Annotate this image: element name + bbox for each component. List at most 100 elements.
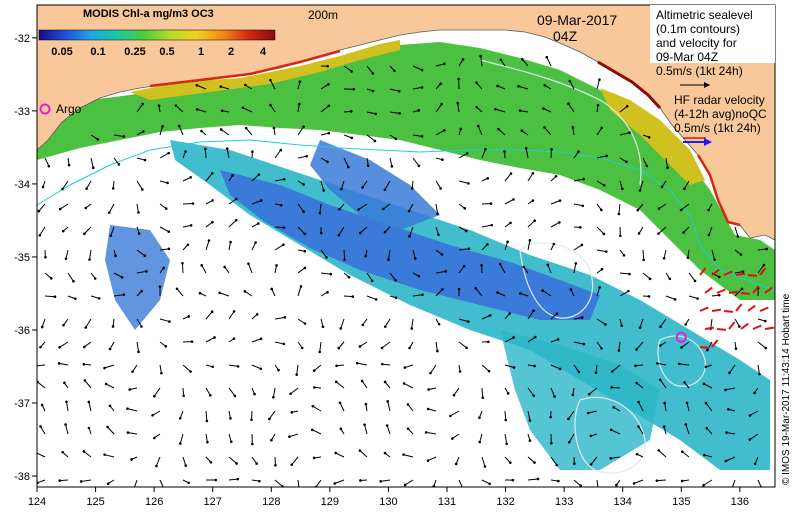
velocity-arrowhead (279, 148, 283, 152)
velocity-arrowhead (87, 426, 91, 430)
velocity-arrow (108, 203, 115, 213)
velocity-arrowhead (380, 346, 384, 350)
velocity-arrow (343, 134, 352, 139)
x-axis: 124 125 126 127 128 129 130 131 132 133 134 135 136 (28, 487, 749, 508)
velocity-arrow (109, 341, 115, 350)
velocity-arrow (319, 341, 322, 352)
velocity-arrowhead (209, 460, 213, 464)
velocity-arrow (480, 56, 483, 67)
velocity-arrowhead (577, 150, 580, 153)
velocity-arrowhead (421, 293, 424, 297)
hf-radar-arrow (699, 346, 710, 349)
velocity-arrowhead (480, 263, 483, 267)
velocity-arrowhead (681, 450, 684, 454)
velocity-arrowhead (229, 417, 232, 420)
velocity-arrowhead (618, 234, 622, 238)
velocity-arrow (497, 292, 506, 297)
velocity-arrowhead (305, 154, 308, 158)
velocity-arrowhead (282, 226, 286, 229)
velocity-arrowhead (283, 316, 287, 319)
velocity-arrowhead (343, 258, 346, 261)
velocity-arrow (127, 432, 138, 435)
velocity-arrow (481, 224, 492, 228)
hf-radar-arrow (740, 322, 749, 330)
velocity-arrowhead (302, 183, 305, 186)
velocity-arrow (201, 265, 207, 274)
velocity-arrow (297, 226, 306, 235)
velocity-arrow (386, 425, 391, 435)
velocity-arrow (497, 85, 506, 90)
velocity-arrow (366, 272, 373, 282)
velocity-arrow (251, 338, 262, 343)
velocity-arrowhead (303, 232, 307, 236)
velocity-arrow (452, 433, 460, 439)
velocity-arrowhead (210, 310, 214, 314)
velocity-arrow (525, 148, 529, 159)
velocity-arrowhead (763, 319, 767, 323)
velocity-arrowhead (579, 484, 583, 487)
argo-legend: Argo (39, 102, 82, 116)
velocity-arrow (67, 272, 74, 282)
velocity-arrowhead (533, 461, 536, 464)
hf-radar-arrow-field (699, 267, 775, 349)
velocity-arrowhead (282, 243, 285, 247)
velocity-arrow (228, 198, 237, 205)
velocity-arrow (639, 180, 644, 191)
velocity-arrow (361, 380, 368, 389)
x-tick-label: 136 (731, 496, 749, 508)
velocity-arrowhead (214, 478, 218, 482)
velocity-arrow (297, 203, 304, 212)
velocity-arrow (364, 424, 368, 435)
velocity-arrow (479, 433, 483, 443)
velocity-arrowhead (528, 239, 532, 242)
velocity-arrow (274, 149, 282, 159)
velocity-arrow (703, 479, 713, 486)
velocity-arrow (40, 426, 46, 435)
velocity-arrow (220, 129, 230, 136)
velocity-arrowhead (662, 257, 666, 260)
velocity-arrow (289, 433, 299, 438)
colorbar-tick-label: 1 (198, 46, 204, 58)
velocity-arrowhead (557, 479, 560, 483)
velocity-arrow (573, 178, 584, 182)
hf-radar-arrow (699, 306, 709, 312)
velocity-arrowhead (83, 379, 87, 382)
velocity-arrowhead (533, 219, 536, 222)
velocity-arrowhead (40, 403, 44, 407)
velocity-arrow (113, 134, 124, 137)
velocity-arrow (619, 290, 629, 297)
velocity-arrowhead (179, 442, 182, 445)
velocity-arrowhead (290, 463, 294, 466)
velocity-arrowhead (143, 254, 147, 258)
velocity-arrowhead (546, 263, 550, 267)
velocity-arrowhead (462, 264, 466, 268)
velocity-arrow (197, 108, 207, 113)
velocity-arrowhead (517, 84, 520, 88)
velocity-arrow (67, 295, 76, 300)
velocity-arrow (596, 127, 603, 136)
velocity-arrow (38, 203, 46, 212)
velocity-arrowhead (379, 480, 383, 483)
velocity-arrowhead (612, 406, 616, 409)
velocity-arrow (596, 226, 605, 235)
velocity-arrowhead (410, 327, 414, 330)
chl-east-peak (600, 88, 705, 185)
velocity-arrow (734, 271, 744, 274)
velocity-arrow (81, 479, 92, 482)
velocity-arrow (205, 337, 215, 343)
velocity-arrowhead (295, 373, 298, 376)
velocity-arrow (220, 86, 230, 90)
velocity-arrowhead (574, 262, 578, 265)
velocity-arrowhead (656, 362, 659, 365)
velocity-arrow (136, 180, 143, 190)
altimetry-legend: Altimetric sealevel (0.1m contours) and … (650, 5, 775, 88)
velocity-arrow (159, 479, 164, 487)
velocity-arrowhead (545, 55, 549, 59)
velocity-arrow (228, 456, 237, 464)
velocity-arrow (504, 364, 515, 368)
velocity-arrowhead (622, 253, 626, 257)
velocity-arrowhead (57, 362, 61, 365)
velocity-arrowhead (724, 388, 727, 392)
velocity-arrow (569, 80, 575, 90)
x-tick-label: 130 (379, 496, 397, 508)
